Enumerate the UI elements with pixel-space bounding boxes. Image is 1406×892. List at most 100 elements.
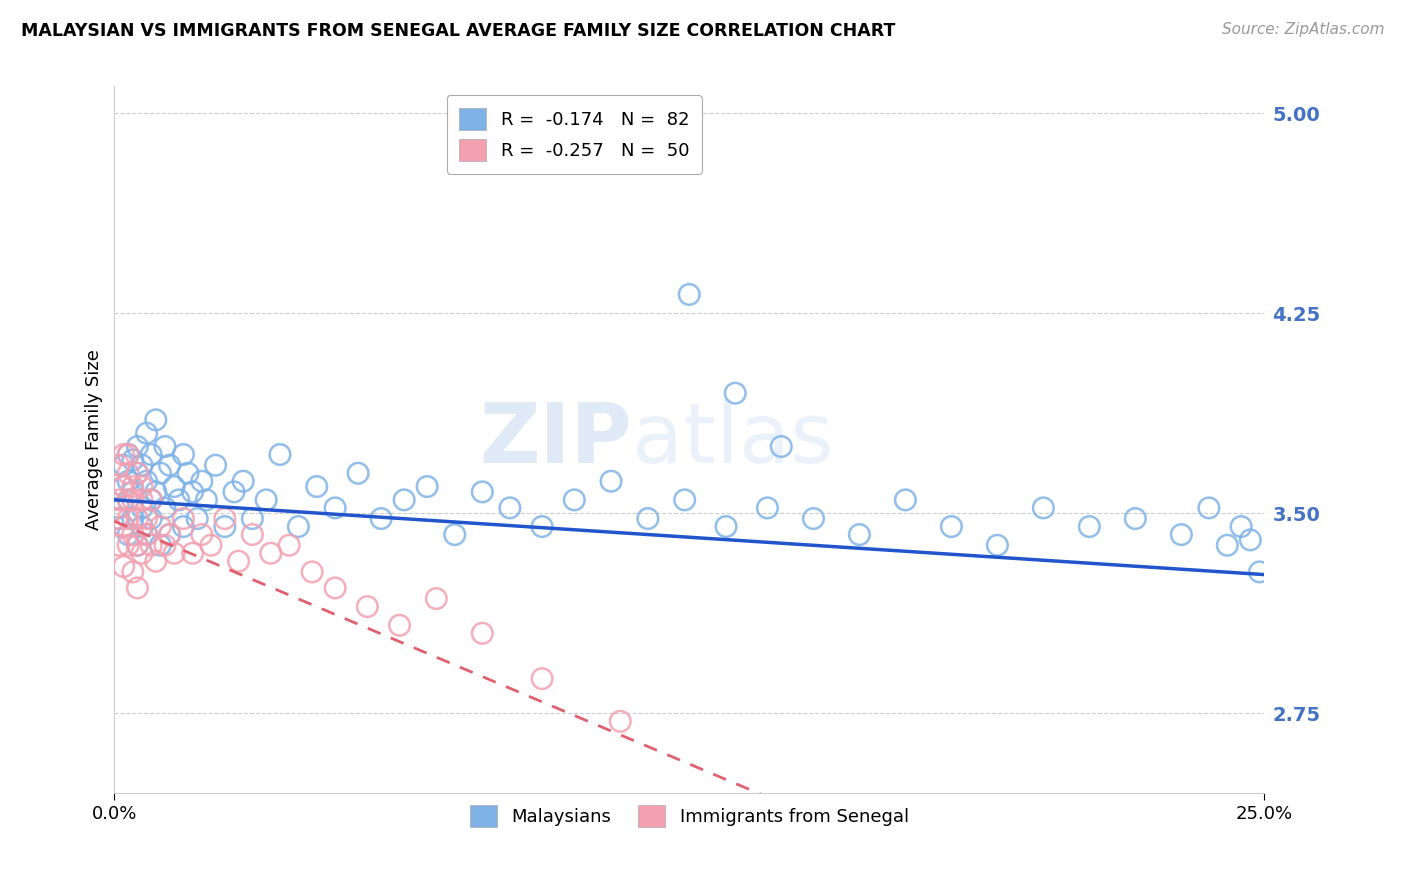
Point <box>145 484 167 499</box>
Point <box>145 554 167 568</box>
Point <box>191 474 214 488</box>
Legend: Malaysians, Immigrants from Senegal: Malaysians, Immigrants from Senegal <box>463 797 917 834</box>
Point <box>159 458 181 473</box>
Point <box>159 527 181 541</box>
Point <box>135 474 157 488</box>
Point <box>153 538 176 552</box>
Point <box>127 538 149 552</box>
Point <box>112 479 135 493</box>
Point <box>1170 527 1192 541</box>
Point <box>149 519 172 533</box>
Text: Source: ZipAtlas.com: Source: ZipAtlas.com <box>1222 22 1385 37</box>
Point <box>388 618 411 632</box>
Point <box>770 440 793 454</box>
Point <box>108 538 131 552</box>
Point <box>228 554 250 568</box>
Point <box>127 538 149 552</box>
Point <box>108 492 131 507</box>
Point <box>127 466 149 480</box>
Point <box>127 511 149 525</box>
Point <box>200 538 222 552</box>
Point <box>117 527 139 541</box>
Point <box>1239 533 1261 547</box>
Point <box>141 448 163 462</box>
Point <box>222 484 245 499</box>
Point <box>141 492 163 507</box>
Point <box>131 546 153 560</box>
Point <box>1216 538 1239 552</box>
Point <box>149 538 172 552</box>
Point <box>756 500 779 515</box>
Y-axis label: Average Family Size: Average Family Size <box>86 350 103 530</box>
Point <box>181 546 204 560</box>
Text: MALAYSIAN VS IMMIGRANTS FROM SENEGAL AVERAGE FAMILY SIZE CORRELATION CHART: MALAYSIAN VS IMMIGRANTS FROM SENEGAL AVE… <box>21 22 896 40</box>
Point <box>269 448 291 462</box>
Point <box>195 492 218 507</box>
Point <box>637 511 659 525</box>
Point <box>112 519 135 533</box>
Point <box>714 519 737 533</box>
Point <box>153 440 176 454</box>
Point <box>159 527 181 541</box>
Point <box>356 599 378 614</box>
Point <box>531 672 554 686</box>
Point <box>323 581 346 595</box>
Point <box>121 453 143 467</box>
Point <box>117 511 139 525</box>
Point <box>108 511 131 525</box>
Point <box>1078 519 1101 533</box>
Point <box>167 492 190 507</box>
Point <box>416 479 439 493</box>
Point <box>135 527 157 541</box>
Point <box>848 527 870 541</box>
Point <box>127 466 149 480</box>
Point <box>204 458 226 473</box>
Point <box>562 492 585 507</box>
Point <box>1230 519 1253 533</box>
Point <box>191 527 214 541</box>
Point <box>112 448 135 462</box>
Point <box>986 538 1008 552</box>
Point <box>131 458 153 473</box>
Point <box>131 492 153 507</box>
Point <box>172 511 194 525</box>
Point <box>803 511 825 525</box>
Point <box>392 492 415 507</box>
Point <box>347 466 370 480</box>
Point <box>135 527 157 541</box>
Point <box>127 440 149 454</box>
Point <box>117 448 139 462</box>
Point <box>121 511 143 525</box>
Point <box>163 546 186 560</box>
Point <box>117 466 139 480</box>
Point <box>145 413 167 427</box>
Point <box>678 287 700 301</box>
Point <box>121 492 143 507</box>
Point <box>177 466 200 480</box>
Point <box>149 466 172 480</box>
Point <box>108 500 131 515</box>
Point <box>609 714 631 729</box>
Point <box>117 492 139 507</box>
Point <box>121 565 143 579</box>
Point <box>941 519 963 533</box>
Point <box>105 511 128 525</box>
Point <box>112 519 135 533</box>
Point <box>301 565 323 579</box>
Point <box>1032 500 1054 515</box>
Point <box>1198 500 1220 515</box>
Point <box>232 474 254 488</box>
Point <box>186 511 208 525</box>
Point <box>278 538 301 552</box>
Point <box>181 484 204 499</box>
Point <box>131 500 153 515</box>
Point <box>141 492 163 507</box>
Point <box>135 426 157 441</box>
Point <box>600 474 623 488</box>
Point <box>135 511 157 525</box>
Point <box>471 484 494 499</box>
Text: atlas: atlas <box>631 400 834 481</box>
Point <box>127 581 149 595</box>
Point <box>121 479 143 493</box>
Point <box>323 500 346 515</box>
